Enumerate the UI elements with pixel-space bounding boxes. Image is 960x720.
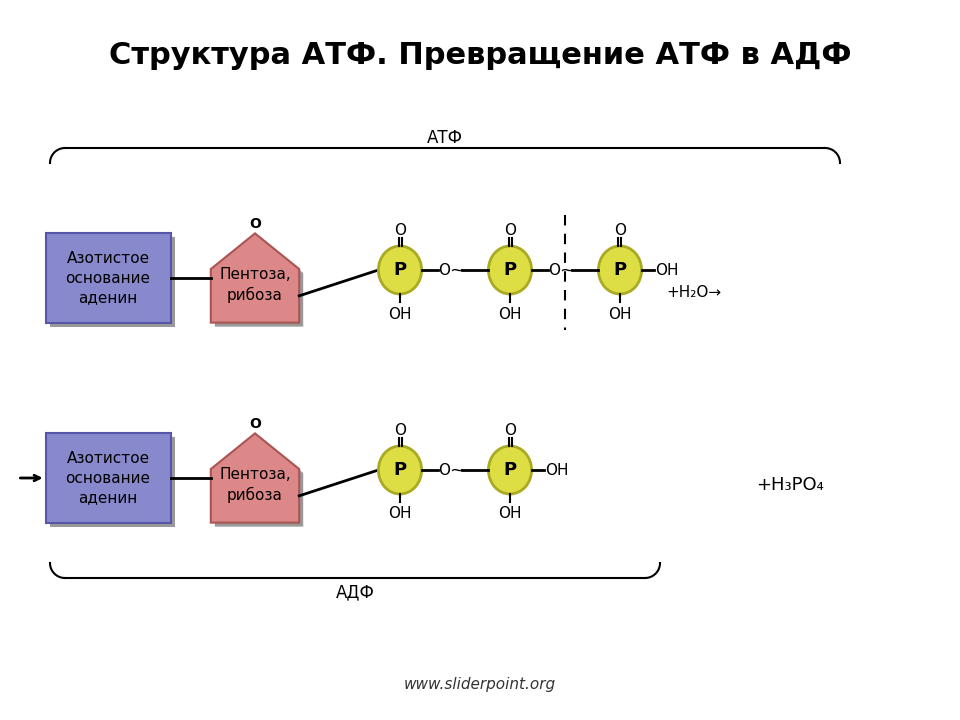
FancyBboxPatch shape — [50, 237, 175, 327]
Text: P: P — [503, 461, 516, 479]
Text: +H₃PO₄: +H₃PO₄ — [756, 476, 824, 494]
Text: O: O — [548, 263, 561, 277]
Text: ~: ~ — [449, 462, 464, 480]
Ellipse shape — [378, 446, 421, 494]
Text: www.sliderpoint.org: www.sliderpoint.org — [404, 678, 556, 693]
Text: OH: OH — [609, 307, 632, 322]
Text: O: O — [614, 222, 626, 238]
FancyBboxPatch shape — [50, 437, 175, 527]
Text: АДФ: АДФ — [336, 583, 374, 601]
Ellipse shape — [378, 246, 421, 294]
Polygon shape — [215, 238, 303, 327]
Text: ~: ~ — [449, 262, 464, 280]
Text: OH: OH — [498, 506, 521, 521]
Text: ~: ~ — [559, 262, 574, 280]
Text: Азотистое
основание
аденин: Азотистое основание аденин — [65, 451, 151, 505]
Text: O: O — [394, 423, 406, 438]
FancyBboxPatch shape — [45, 433, 171, 523]
Text: O: O — [249, 418, 261, 431]
Text: OH: OH — [388, 307, 412, 322]
Text: Азотистое
основание
аденин: Азотистое основание аденин — [65, 251, 151, 305]
Text: OH: OH — [655, 263, 679, 277]
Text: O: O — [504, 423, 516, 438]
Ellipse shape — [489, 246, 532, 294]
Ellipse shape — [598, 246, 641, 294]
Text: +H₂O→: +H₂O→ — [666, 284, 721, 300]
Text: O: O — [249, 217, 261, 231]
Text: O: O — [439, 263, 450, 277]
Text: O: O — [394, 222, 406, 238]
Polygon shape — [211, 233, 300, 323]
Text: Структура АТФ. Превращение АТФ в АДФ: Структура АТФ. Превращение АТФ в АДФ — [108, 40, 852, 70]
Text: OH: OH — [545, 462, 568, 477]
Text: OH: OH — [388, 506, 412, 521]
Text: P: P — [394, 461, 407, 479]
Text: АТФ: АТФ — [427, 129, 463, 147]
Text: OH: OH — [498, 307, 521, 322]
Text: P: P — [503, 261, 516, 279]
Ellipse shape — [489, 446, 532, 494]
FancyBboxPatch shape — [45, 233, 171, 323]
Text: O: O — [504, 222, 516, 238]
Text: Пентоза,
рибоза: Пентоза, рибоза — [219, 267, 291, 303]
Polygon shape — [215, 437, 303, 526]
Text: O: O — [439, 462, 450, 477]
Text: P: P — [613, 261, 627, 279]
Polygon shape — [211, 433, 300, 523]
Text: P: P — [394, 261, 407, 279]
Text: Пентоза,
рибоза: Пентоза, рибоза — [219, 467, 291, 503]
